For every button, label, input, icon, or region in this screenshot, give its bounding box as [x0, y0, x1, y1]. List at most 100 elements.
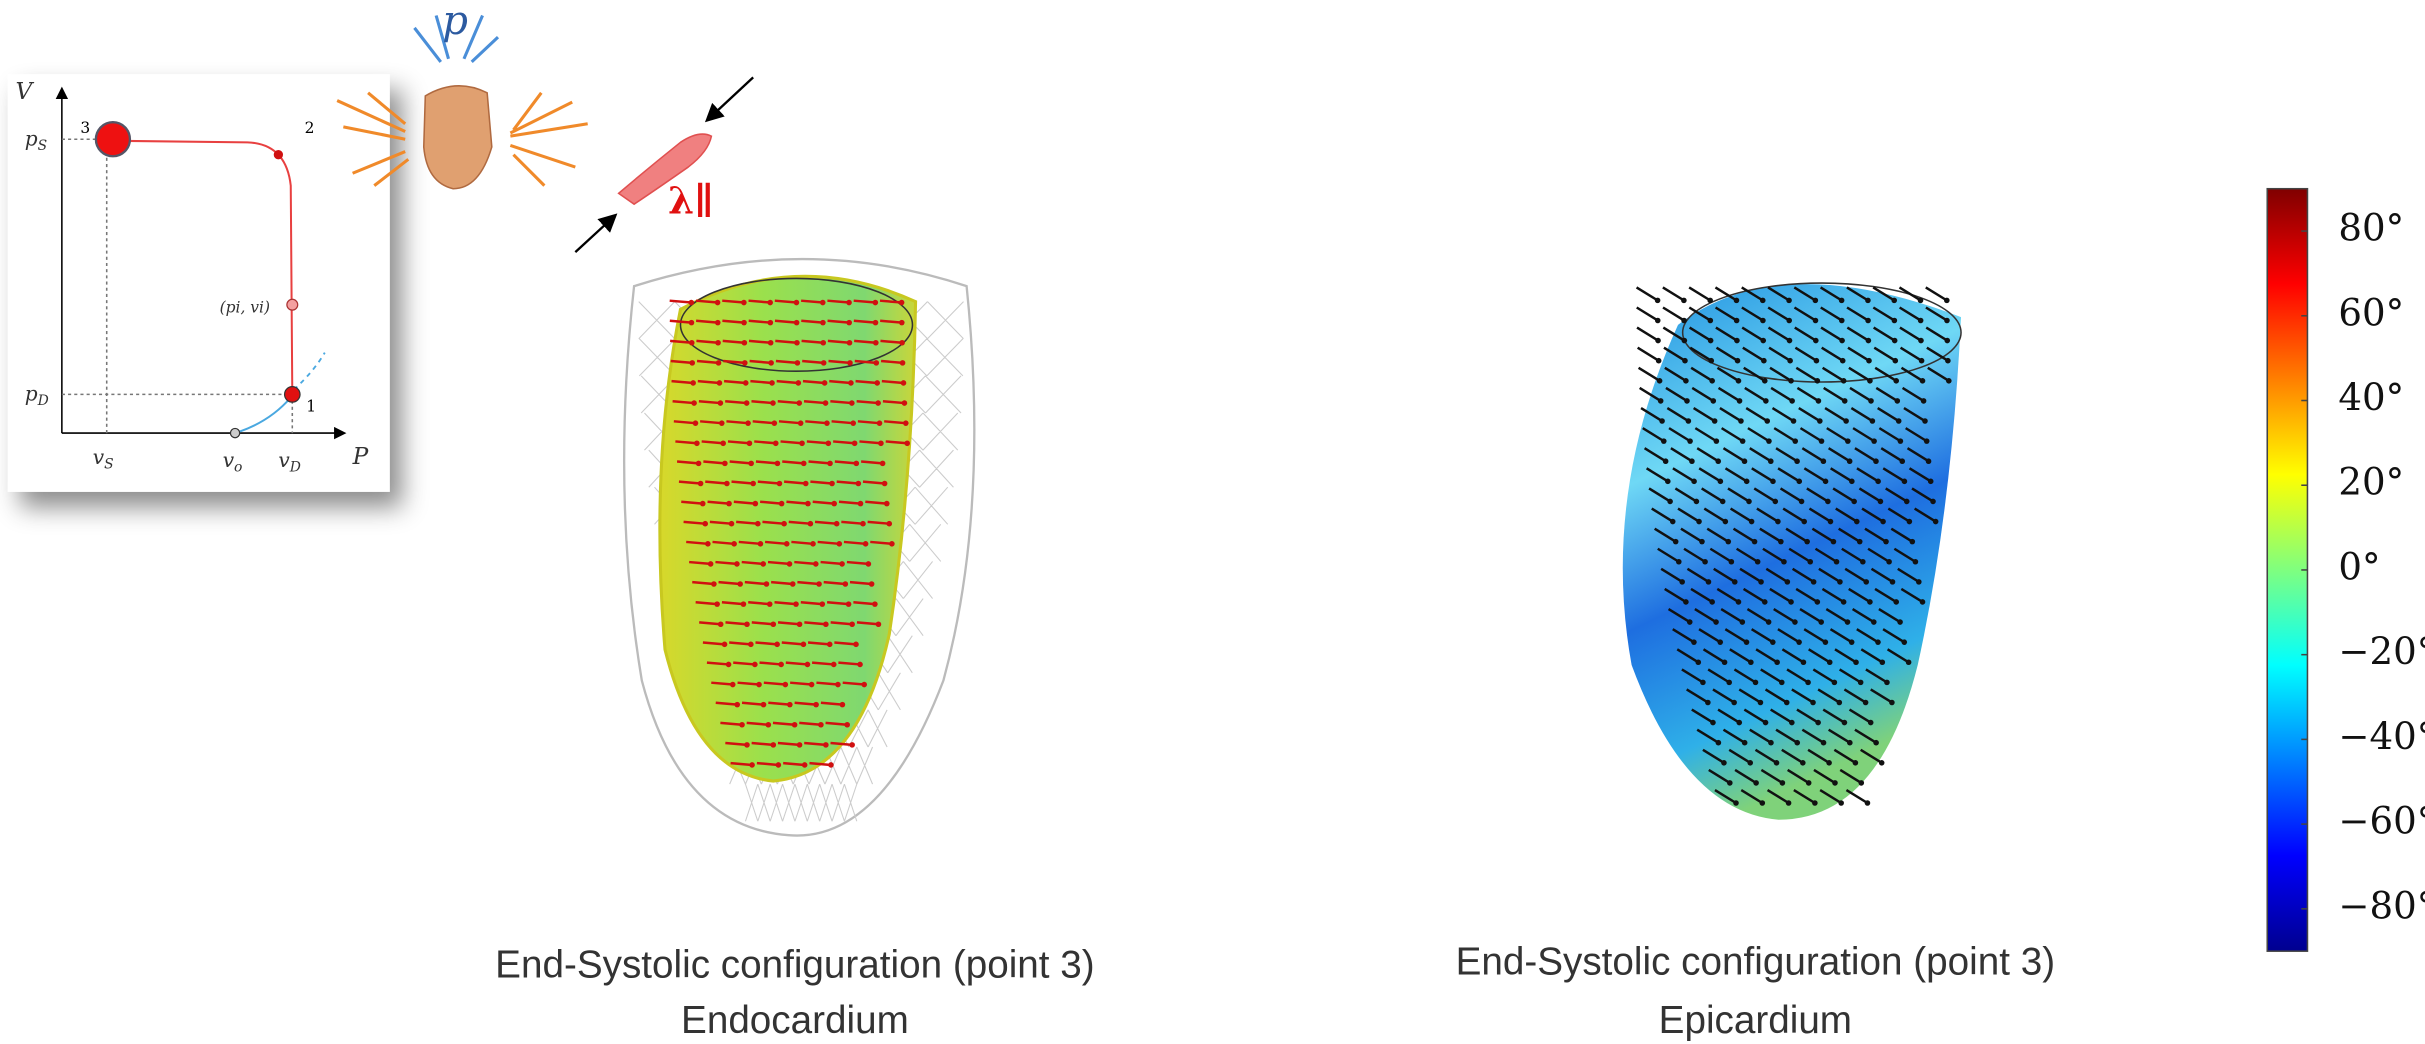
fiber-arrow-head	[1867, 378, 1873, 384]
fiber-arrow-head	[873, 300, 879, 306]
fiber-arrow-head	[1655, 298, 1661, 304]
stretch-icon: λ∥	[575, 77, 753, 252]
fiber-arrow-head	[708, 561, 714, 567]
fiber-arrow-head	[820, 340, 826, 346]
fiber-arrow-head	[1736, 378, 1742, 384]
fiber-arrow-head	[1683, 378, 1689, 384]
fiber-arrow-head	[1712, 418, 1718, 424]
fiber-arrow-head	[722, 461, 728, 467]
fiber-arrow-head	[715, 300, 721, 306]
fiber-arrow-head	[717, 380, 723, 386]
fiber-arrow-head	[768, 340, 774, 346]
fiber-arrow-head	[1753, 780, 1759, 786]
fiber-arrow-head	[1865, 298, 1871, 304]
fiber-arrow	[670, 301, 692, 303]
fiber-arrow-head	[1821, 458, 1827, 464]
fiber-arrow-head	[1893, 599, 1899, 605]
fiber-arrow-head	[1686, 418, 1692, 424]
fiber-arrow-head	[742, 360, 748, 366]
fiber-arrow-head	[1811, 579, 1817, 585]
fiber-arrow-head	[797, 621, 803, 627]
fiber-arrow-head	[1823, 639, 1829, 645]
colorbar-tick-label: −20°	[2338, 630, 2425, 673]
fiber-arrow	[1689, 287, 1710, 300]
fiber-arrow-head	[1810, 700, 1816, 706]
fiber-arrow-head	[724, 481, 730, 487]
fiber-arrow-head	[1854, 519, 1860, 525]
fiber-arrow-head	[1800, 760, 1806, 766]
fiber-arrow-head	[1893, 358, 1899, 364]
fiber-arrow-head	[1717, 639, 1723, 645]
fiber-arrow-head	[1733, 800, 1739, 806]
fiber-arrow-head	[1673, 539, 1679, 545]
point-label: 3	[80, 119, 90, 137]
fiber-arrow-head	[689, 300, 695, 306]
fiber-arrow-head	[810, 541, 816, 547]
fiber-arrow-head	[828, 762, 834, 768]
fiber-arrow-head	[1812, 800, 1818, 806]
fiber-arrow-head	[846, 300, 852, 306]
fiber-arrow-head	[776, 762, 782, 768]
fiber-arrow-head	[1838, 800, 1844, 806]
fiber-arrow-head	[1723, 519, 1729, 525]
fiber-arrow-head	[1710, 720, 1716, 726]
fiber-arrow-head	[1713, 619, 1719, 625]
fiber-arrow-head	[1892, 318, 1898, 324]
fiber-arrow-head	[1766, 438, 1772, 444]
fiber-arrow-head	[878, 440, 884, 446]
fiber-arrow-head	[820, 300, 826, 306]
fiber-arrow-head	[784, 541, 790, 547]
fiber-arrow-head	[1851, 499, 1857, 505]
fiber-arrow-head	[1815, 378, 1821, 384]
fiber-arrow-head	[711, 581, 717, 587]
fiber-arrow-head	[1696, 519, 1702, 525]
fiber-arrow-head	[1890, 579, 1896, 585]
fiber-arrow-head	[1734, 338, 1740, 344]
fiber-arrow-head	[719, 420, 725, 426]
fiber-arrow-head	[1898, 438, 1904, 444]
fiber-arrow-head	[1748, 659, 1754, 665]
fiber-arrow-head	[1814, 358, 1820, 364]
fiber-arrow-head	[761, 702, 767, 708]
fiber-arrow-head	[1865, 800, 1871, 806]
fiber-arrow-head	[752, 662, 758, 668]
fiber-arrow-head	[866, 561, 872, 567]
fiber-arrow-head	[1786, 318, 1792, 324]
fiber-arrow-head	[1904, 499, 1910, 505]
fiber-arrow-head	[1857, 539, 1863, 545]
fiber-arrow-head	[824, 420, 830, 426]
fiber-arrow-head	[1738, 418, 1744, 424]
fiber-arrow-head	[827, 642, 833, 648]
colorbar: 80°60°40°20°0°−20°−40°−60°−80°	[2267, 189, 2425, 951]
fiber-arrow-head	[1736, 720, 1742, 726]
fiber-arrow-head	[827, 461, 833, 467]
fiber-arrow-head	[779, 501, 785, 507]
caption-surface: Epicardium	[1659, 999, 1852, 1042]
fiber-arrow-head	[1858, 680, 1864, 686]
fiber-arrow-head	[705, 541, 711, 547]
fiber-arrow-head	[1866, 338, 1872, 344]
fiber-arrow-head	[850, 420, 856, 426]
fiber-arrow-head	[846, 601, 852, 607]
fiber-arrow-head	[1865, 318, 1871, 324]
fiber-arrow-head	[1695, 659, 1701, 665]
fiber-arrow-head	[739, 722, 745, 728]
fiber-arrow-head	[1899, 458, 1905, 464]
fiber-arrow-head	[801, 461, 807, 467]
fiber-arrow-head	[744, 742, 750, 748]
fiber-arrow-head	[801, 642, 807, 648]
fiber-arrow-head	[903, 420, 909, 426]
fiber-arrow-head	[1875, 639, 1881, 645]
fiber-arrow-head	[1731, 700, 1737, 706]
fiber-arrow-head	[1853, 760, 1859, 766]
fiber-arrow-head	[1837, 579, 1843, 585]
fiber-arrow-head	[1718, 479, 1724, 485]
fiber-arrow-head	[1752, 539, 1758, 545]
epicardium-view	[1623, 283, 1961, 820]
fiber-arrow-head	[1792, 438, 1798, 444]
fiber-arrow-head	[1655, 318, 1661, 324]
fiber-arrow-head	[1734, 298, 1740, 304]
fiber-arrow-head	[1875, 479, 1881, 485]
fiber-arrow-head	[1732, 579, 1738, 585]
fiber-arrow-head	[805, 662, 811, 668]
